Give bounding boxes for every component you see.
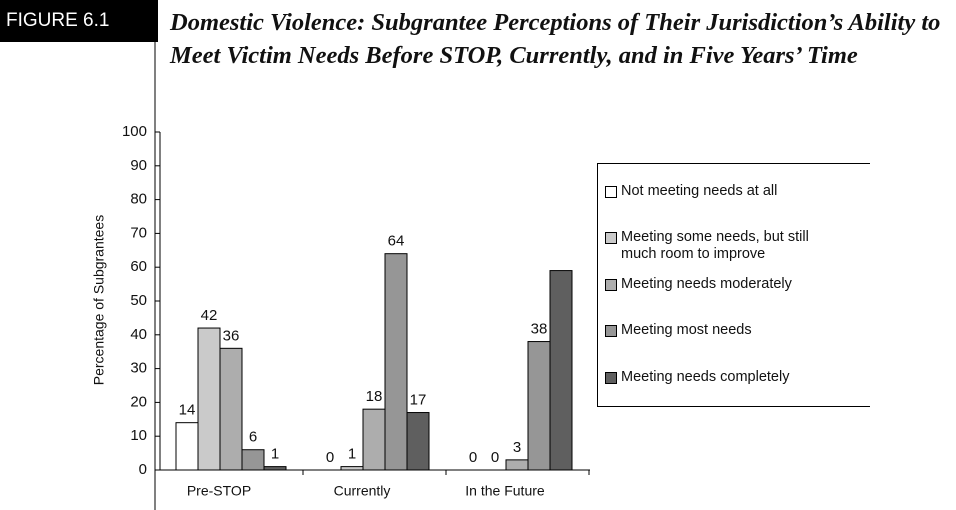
legend-label: Not meeting needs at all bbox=[621, 183, 778, 199]
y-axis-label: Percentage of Subgrantees bbox=[91, 215, 107, 385]
bar bbox=[362, 408, 386, 471]
bar bbox=[197, 327, 221, 471]
y-tick-label: 80 bbox=[130, 191, 147, 208]
bar bbox=[241, 449, 265, 471]
x-tick-label: Currently bbox=[334, 483, 391, 499]
legend-swatch bbox=[605, 232, 617, 244]
bar bbox=[527, 341, 551, 471]
data-label: 18 bbox=[366, 388, 383, 405]
y-tick-label: 40 bbox=[130, 326, 147, 343]
data-label: 64 bbox=[388, 233, 405, 250]
data-label: 36 bbox=[223, 327, 240, 344]
y-tick-label: 0 bbox=[139, 461, 147, 478]
chart-title: Domestic Violence: Subgrantee Perception… bbox=[170, 9, 941, 69]
y-tick-label: 10 bbox=[130, 427, 147, 444]
x-tick-label: Pre-STOP bbox=[187, 483, 251, 499]
legend-item: Meeting needs completely bbox=[605, 369, 855, 386]
data-label: 0 bbox=[326, 449, 334, 466]
data-label: 0 bbox=[491, 449, 499, 466]
bar bbox=[219, 347, 243, 471]
y-tick-label: 70 bbox=[130, 224, 147, 241]
y-tick-label: 100 bbox=[122, 123, 147, 140]
legend-swatch bbox=[605, 186, 617, 198]
bar bbox=[175, 422, 199, 471]
legend-item: Meeting needs moderately bbox=[605, 276, 855, 293]
y-tick-label: 50 bbox=[130, 292, 147, 309]
data-label: 1 bbox=[348, 446, 356, 463]
x-tick-label: In the Future bbox=[465, 483, 545, 499]
y-tick-label: 60 bbox=[130, 258, 147, 275]
data-label: 1 bbox=[271, 446, 279, 463]
legend: Not meeting needs at all Meeting some nee… bbox=[597, 163, 870, 407]
bar bbox=[406, 412, 430, 471]
data-label: 17 bbox=[410, 392, 427, 409]
figure-label: FIGURE 6.1 bbox=[0, 0, 158, 42]
data-label: 14 bbox=[179, 402, 196, 419]
legend-item: Not meeting needs at all bbox=[605, 183, 855, 200]
data-label: 38 bbox=[531, 321, 548, 338]
data-label: 42 bbox=[201, 307, 218, 324]
legend-item: Meeting most needs bbox=[605, 322, 855, 339]
bar bbox=[505, 459, 529, 471]
legend-label: Meeting most needs bbox=[621, 322, 752, 338]
legend-swatch bbox=[605, 372, 617, 384]
legend-label: Meeting needs completely bbox=[621, 369, 790, 385]
legend-label: Meeting needs moderately bbox=[621, 276, 792, 292]
data-label: 6 bbox=[249, 429, 257, 446]
bar bbox=[263, 466, 287, 471]
legend-item: Meeting some needs, but still much room … bbox=[605, 229, 855, 263]
y-tick-label: 30 bbox=[130, 360, 147, 377]
data-label: 0 bbox=[469, 449, 477, 466]
legend-swatch bbox=[605, 279, 617, 291]
data-label: 3 bbox=[513, 439, 521, 456]
bar bbox=[549, 270, 573, 471]
bar bbox=[340, 466, 364, 471]
legend-swatch bbox=[605, 325, 617, 337]
legend-label: Meeting some needs, but still much room … bbox=[621, 229, 809, 262]
bar bbox=[384, 253, 408, 471]
y-tick-label: 20 bbox=[130, 393, 147, 410]
y-tick-label: 90 bbox=[130, 157, 147, 174]
